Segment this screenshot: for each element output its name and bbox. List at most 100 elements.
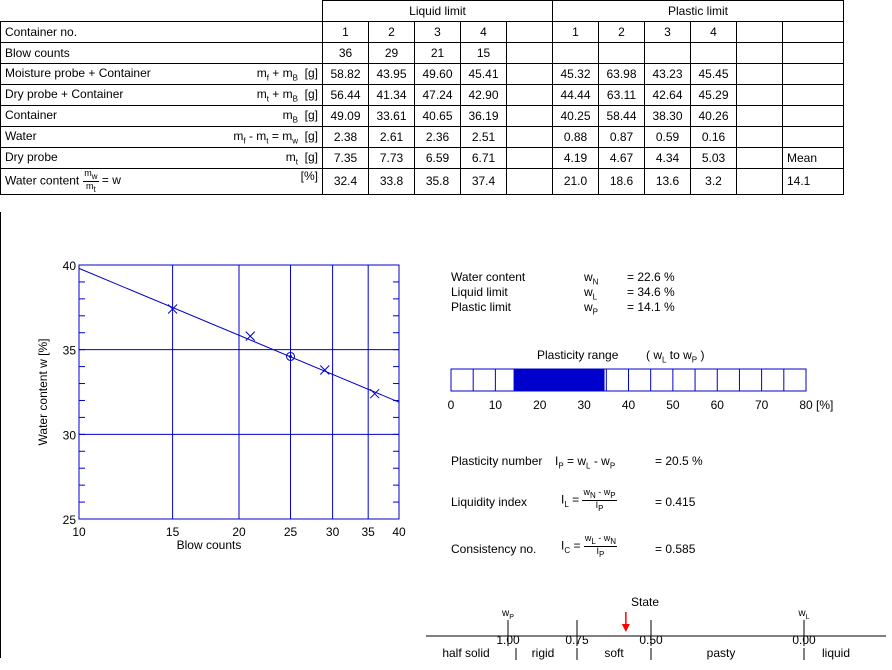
table-cell: 32.4 xyxy=(322,168,369,195)
table-cell: 45.45 xyxy=(690,63,737,85)
state-label: soft xyxy=(604,646,624,660)
table-cell: 2.38 xyxy=(322,126,369,148)
liquid-limit-marker xyxy=(286,351,296,361)
plasticity-range-bar: 0 10 20 30 40 50 60 70 80 [%] xyxy=(448,368,833,412)
table-cell: 35.8 xyxy=(414,168,461,195)
table-row: Moisture probe + Container mf + mB [g] 58.… xyxy=(0,63,844,85)
liquidity-index-value: = 0.415 xyxy=(655,495,696,509)
table-cell xyxy=(506,147,553,169)
container-no: 3 xyxy=(644,21,691,43)
table-cell: 45.29 xyxy=(690,84,737,106)
table-cell: 5.03 xyxy=(690,147,737,169)
liquid-limit-header: Liquid limit xyxy=(322,0,553,22)
x-tick-label: 15 xyxy=(166,525,180,539)
data-table: Liquid limit Plastic limit Container no.… xyxy=(0,0,844,195)
row-label: Water mf - mt = mw [g] xyxy=(0,126,323,148)
table-cell: 15 xyxy=(460,42,507,64)
state-tick-label: 1.00 xyxy=(496,633,520,647)
plastic-limit-label: Plastic limit xyxy=(451,300,512,314)
table-cell: 33.8 xyxy=(368,168,415,195)
row-label: Water content mw mt = w [%] xyxy=(0,168,323,195)
table-cell xyxy=(782,84,844,106)
wl-label: wL xyxy=(797,608,809,621)
liquid-limit-marker-dot xyxy=(289,354,293,358)
plastic-limit-header: Plastic limit xyxy=(552,0,844,22)
table-cell xyxy=(736,126,783,148)
table-cell: 40.26 xyxy=(690,105,737,127)
empty-cell xyxy=(506,21,553,43)
liquidity-index-formula: IL = wN - wP IP xyxy=(561,487,617,513)
table-cell: 58.44 xyxy=(598,105,645,127)
table-cell: 63.98 xyxy=(598,63,645,85)
table-cell: 38.30 xyxy=(644,105,691,127)
table-cell: 40.65 xyxy=(414,105,461,127)
wp-label: wP xyxy=(501,608,514,621)
scale-tick-label: 40 xyxy=(622,398,636,412)
plasticity-number-label: Plasticity number xyxy=(451,454,543,468)
x-tick-label: 10 xyxy=(72,525,86,539)
consistency-value: = 0.585 xyxy=(655,542,696,556)
table-cell: 6.71 xyxy=(460,147,507,169)
table-cell xyxy=(782,42,844,64)
y-tick-label: 30 xyxy=(63,428,77,442)
table-cell xyxy=(736,42,783,64)
plasticity-range-formula: ( wL to wP ) xyxy=(646,348,705,365)
scale-tick-label: 60 xyxy=(711,398,725,412)
table-row: Dry probe + Container mt + mB [g] 56.44 41.… xyxy=(0,84,844,106)
row-label: Container no. xyxy=(0,21,323,43)
state-tick-label: 0.50 xyxy=(639,633,663,647)
table-cell xyxy=(736,63,783,85)
table-cell: 49.60 xyxy=(414,63,461,85)
container-no: 3 xyxy=(414,21,461,43)
data-point xyxy=(245,331,256,341)
liquidity-index-label: Liquidity index xyxy=(451,495,528,509)
plasticity-range-frame xyxy=(450,368,807,392)
table-cell xyxy=(736,168,783,195)
plasticity-range-title: Plasticity range xyxy=(537,348,619,362)
data-point-x xyxy=(369,388,380,399)
container-no: 1 xyxy=(322,21,369,43)
data-point xyxy=(167,304,178,314)
scale-tick-label: 30 xyxy=(577,398,591,412)
table-cell xyxy=(506,126,553,148)
table-cell: 21.0 xyxy=(552,168,599,195)
data-point-x xyxy=(319,365,330,375)
table-cell: 40.25 xyxy=(552,105,599,127)
scale-tick-label: 10 xyxy=(489,398,503,412)
table-cell xyxy=(782,105,844,127)
table-cell xyxy=(690,42,737,64)
table-cell: 3.2 xyxy=(690,168,737,195)
data-point-x xyxy=(167,304,178,314)
table-row: Container mB [g] 49.09 33.61 40.65 36.19 40.25… xyxy=(0,105,844,127)
row-label: Blow counts xyxy=(0,42,323,64)
table-row: Blow counts 36 29 21 15 xyxy=(0,42,844,64)
fit-line xyxy=(78,267,400,403)
results-area: 10 15 20 25 30 35 40 25 30 35 40 Blow counts Water c… xyxy=(0,212,892,660)
table-cell: 63.11 xyxy=(598,84,645,106)
container-no-row: Container no. 1 2 3 4 1 2 3 4 xyxy=(0,21,844,43)
row-label: Dry probe mt [g] xyxy=(0,147,323,169)
empty-cell xyxy=(782,21,844,43)
table-cell: 0.59 xyxy=(644,126,691,148)
container-no: 4 xyxy=(460,21,507,43)
x-axis-label: Blow counts xyxy=(177,538,242,552)
table-cell: 2.36 xyxy=(414,126,461,148)
table-cell: 2.51 xyxy=(460,126,507,148)
plasticity-range-fill xyxy=(513,369,605,391)
table-cell: 2.61 xyxy=(368,126,415,148)
plastic-limit-value: = 14.1 % xyxy=(627,300,675,314)
scale-tick-label: 20 xyxy=(533,398,547,412)
scale-tick-label: 0 xyxy=(448,398,455,412)
data-point xyxy=(369,388,380,399)
state-scale: 1.00 0.75 0.50 0.00 wP wL State half solid rigid… xyxy=(426,595,886,660)
table-cell: 37.4 xyxy=(460,168,507,195)
table-cell: 43.23 xyxy=(644,63,691,85)
y-tick-label: 25 xyxy=(63,513,77,527)
table-cell: 45.41 xyxy=(460,63,507,85)
table-cell: 0.87 xyxy=(598,126,645,148)
scale-tick-label: 80 xyxy=(799,398,813,412)
table-cell: 41.34 xyxy=(368,84,415,106)
consistency-formula: IC = wL - wN IP xyxy=(561,533,618,559)
x-tick-label: 25 xyxy=(284,525,298,539)
water-content-value: = 22.6 % xyxy=(627,270,675,284)
